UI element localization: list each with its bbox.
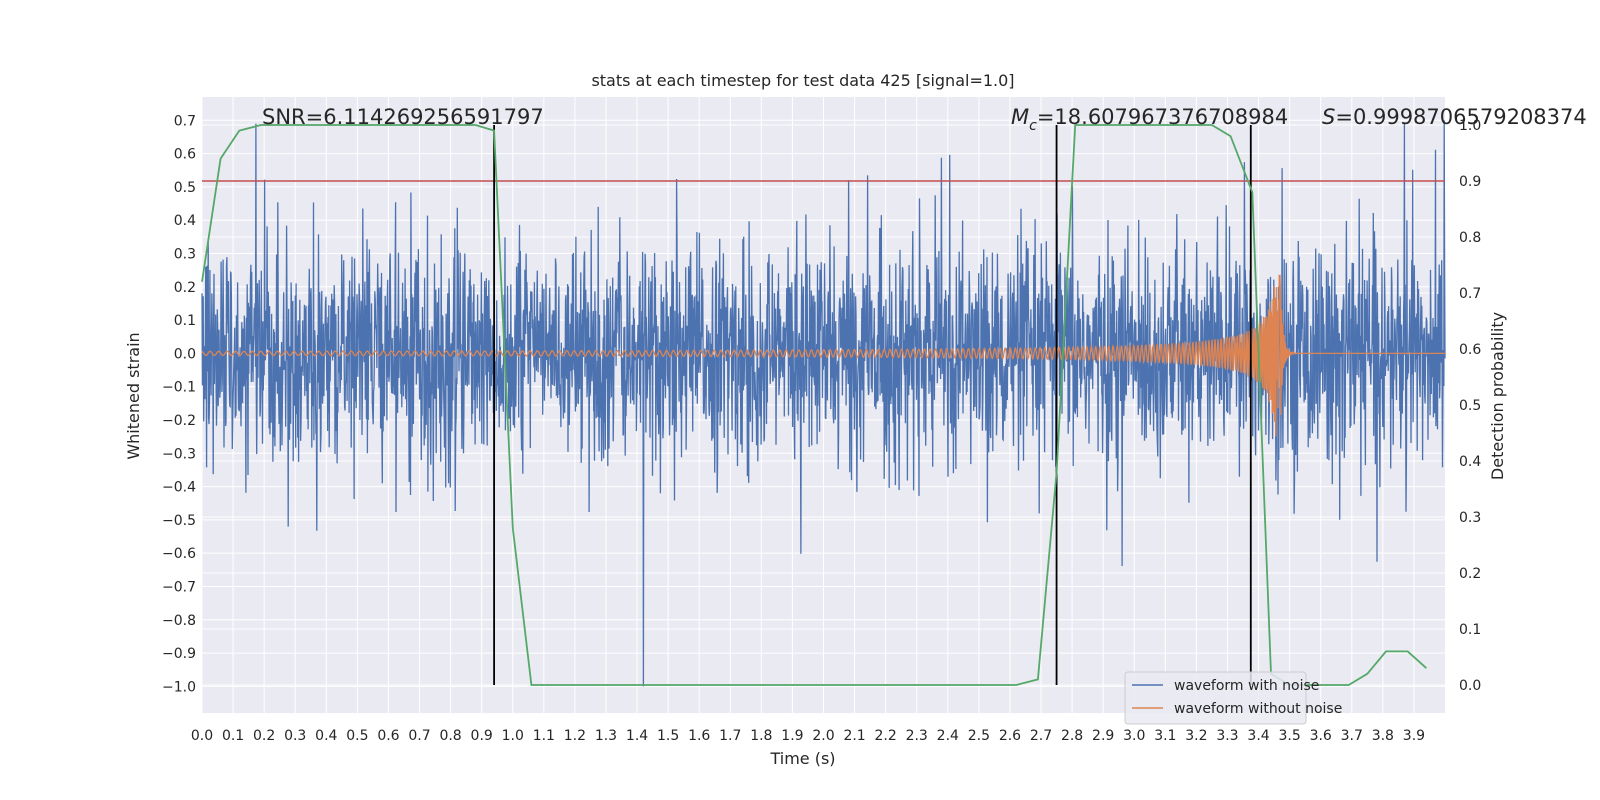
y-tick-label: −0.5 [162,513,196,529]
series-waveform-with-noise [201,120,1446,687]
y-tick-label: −0.2 [162,413,196,429]
x-tick-label: 3.8 [1372,728,1394,744]
x-tick-label: 0.9 [471,728,493,744]
y-tick-label: 0.5 [174,180,196,196]
x-axis-label: Time (s) [769,749,835,768]
y-tick-label: 0.2 [174,280,196,296]
x-tick-label: 0.8 [439,728,461,744]
y-tick-label: −0.7 [162,579,196,595]
x-tick-label: 1.4 [626,728,648,744]
x-tick-label: 1.1 [533,728,555,744]
y-tick-label: 0.7 [174,113,196,129]
x-tick-label: 3.0 [1123,728,1145,744]
x-tick-label: 1.8 [750,728,772,744]
x-axis-tick-labels: 0.0 0.1 0.2 0.3 0.4 0.5 0.6 0.7 0.8 0.9 1.0 1.1 1.2 1… [191,728,1425,744]
waveform-with-noise-line [201,120,1446,687]
x-tick-label: 1.7 [719,728,741,744]
y2-tick-label: 0.7 [1459,286,1481,302]
x-tick-label: 2.1 [843,728,865,744]
y2-tick-label: 0.4 [1459,454,1481,470]
x-tick-label: 2.3 [906,728,928,744]
score-annotation: S=0.9998706579208374 [1322,105,1587,129]
y-tick-label: 0.0 [174,346,196,362]
series-waveform-without-noise [201,274,1445,437]
x-tick-label: 2.2 [875,728,897,744]
x-tick-label: 0.1 [222,728,244,744]
y-tick-label: −0.6 [162,546,196,562]
x-tick-label: 3.5 [1278,728,1300,744]
y-tick-label: −1.0 [162,679,196,695]
x-tick-label: 1.2 [564,728,586,744]
y2-tick-label: 0.8 [1459,230,1481,246]
y2-tick-label: 0.5 [1459,398,1481,414]
x-tick-label: 0.0 [191,728,213,744]
x-tick-label: 3.7 [1341,728,1363,744]
x-tick-label: 2.7 [1030,728,1052,744]
y-axis-label: Whitened strain [124,332,143,459]
x-tick-label: 1.5 [657,728,679,744]
legend-label-waveform-with-noise: waveform with noise [1174,678,1319,694]
y2-tick-label: 0.6 [1459,342,1481,358]
y-axis-tick-labels: 0.7 0.6 0.5 0.4 0.3 0.2 0.1 0.0 −0.1 −0.2 −0.3 −0.4… [162,113,196,695]
x-tick-label: 3.1 [1154,728,1176,744]
chirp-mass-annotation: Mc=18.607967376708984 [1011,105,1288,134]
y2-axis-label: Detection probability [1488,312,1507,480]
y-tick-label: −0.4 [162,480,196,496]
event-marker-lines [493,125,1252,685]
y-tick-label: −0.9 [162,646,196,662]
x-tick-label: 1.6 [688,728,710,744]
x-tick-label: 0.5 [346,728,368,744]
chirp-mass-symbol: M [1011,105,1029,129]
chirp-mass-subscript: c [1029,118,1037,134]
x-tick-label: 3.9 [1403,728,1425,744]
score-symbol: S [1322,105,1335,129]
y-tick-label: 0.6 [174,147,196,163]
x-tick-label: 3.2 [1185,728,1207,744]
x-tick-label: 1.0 [502,728,524,744]
y2-tick-label: 0.3 [1459,510,1481,526]
y2-tick-label: 1.0 [1459,118,1481,134]
x-tick-label: 0.6 [377,728,399,744]
x-tick-label: 2.0 [812,728,834,744]
snr-annotation: SNR=6.114269256591797 [262,105,544,129]
y2-tick-label: 0.0 [1459,678,1481,694]
x-tick-label: 0.3 [284,728,306,744]
y2-tick-label: 0.9 [1459,174,1481,190]
chart-title: stats at each timestep for test data 425… [591,71,1014,90]
x-tick-label: 0.7 [408,728,430,744]
y2-tick-label: 0.1 [1459,622,1481,638]
x-tick-label: 2.8 [1061,728,1083,744]
x-tick-label: 0.2 [253,728,275,744]
legend-label-waveform-without-noise: waveform without noise [1174,701,1342,717]
legend-box [1124,671,1307,725]
y2-axis-tick-labels: 1.0 0.9 0.8 0.7 0.6 0.5 0.4 0.3 0.2 0.1 0.0 [1459,118,1481,694]
x-tick-label: 1.3 [595,728,617,744]
x-tick-label: 2.9 [1092,728,1114,744]
y-tick-label: 0.3 [174,246,196,262]
y-tick-label: −0.1 [162,380,196,396]
waveform-without-noise-line [201,274,1445,437]
x-tick-label: 2.6 [999,728,1021,744]
y2-tick-label: 0.2 [1459,566,1481,582]
legend: waveform with noise waveform without noi… [1124,671,1342,725]
y-tick-label: −0.8 [162,613,196,629]
x-tick-label: 3.6 [1310,728,1332,744]
x-tick-label: 3.3 [1216,728,1238,744]
x-tick-label: 0.4 [315,728,337,744]
x-tick-label: 2.4 [937,728,959,744]
score-value: =0.9998706579208374 [1335,105,1586,129]
x-tick-label: 3.4 [1247,728,1269,744]
x-tick-label: 2.5 [968,728,990,744]
y-tick-label: 0.4 [174,213,196,229]
y-tick-label: 0.1 [174,313,196,329]
chirp-mass-value: =18.607967376708984 [1037,105,1288,129]
y-tick-label: −0.3 [162,446,196,462]
x-tick-label: 1.9 [781,728,803,744]
